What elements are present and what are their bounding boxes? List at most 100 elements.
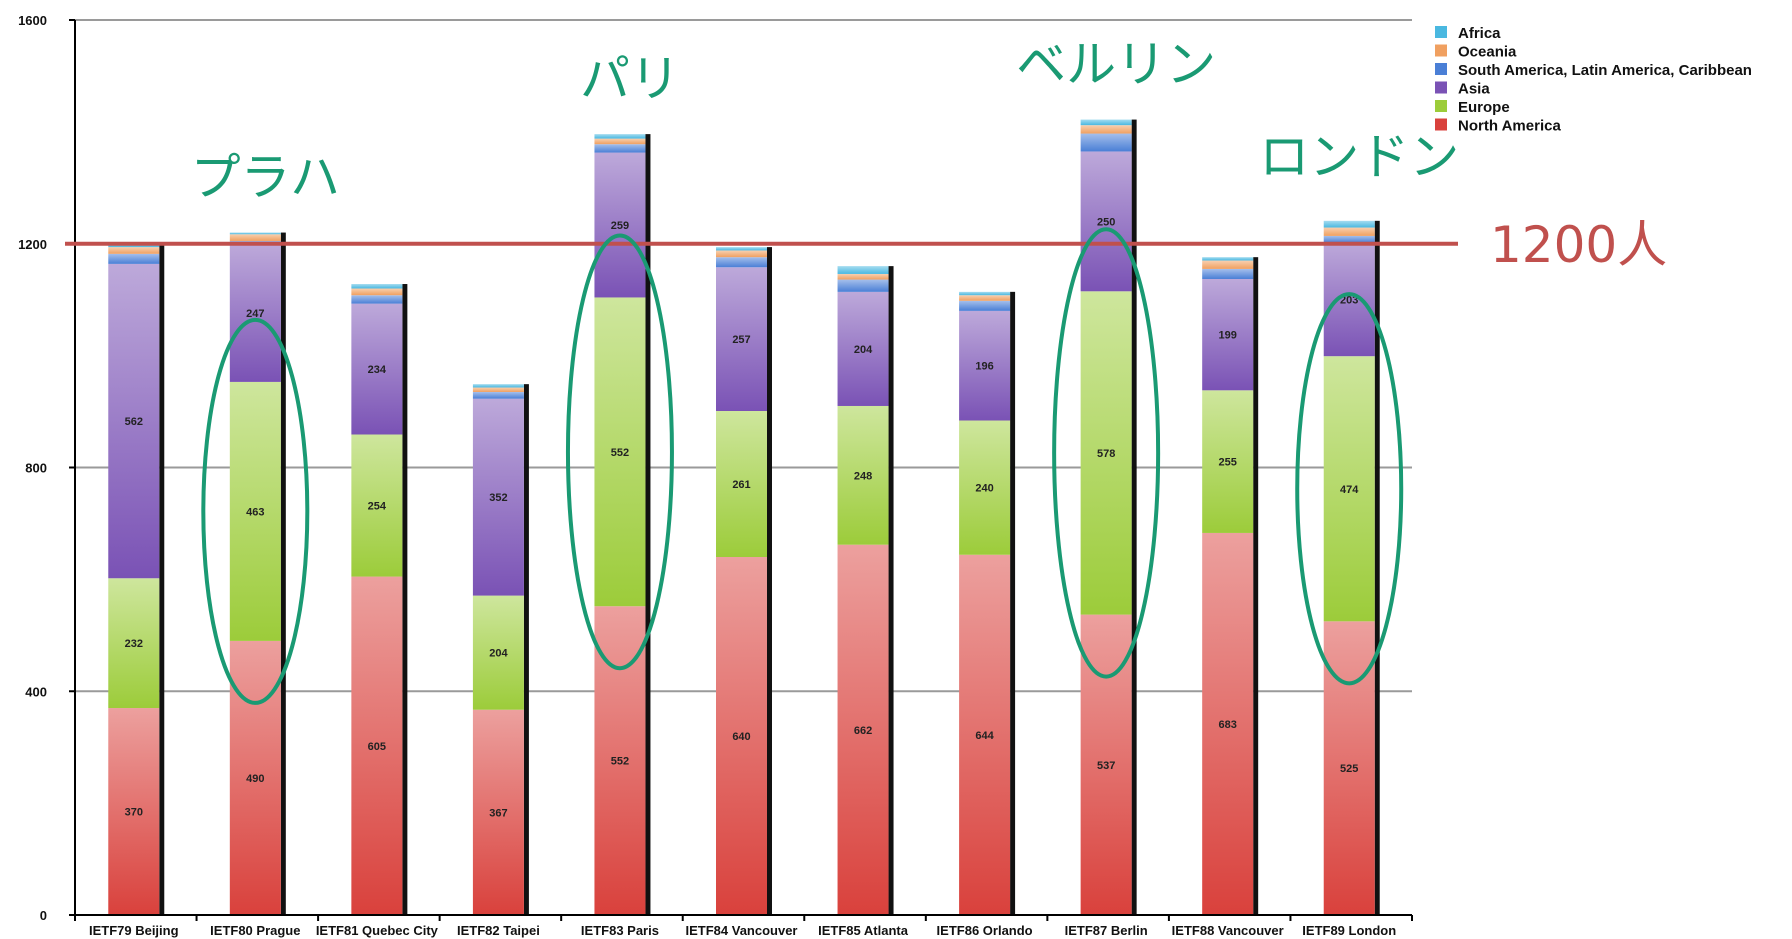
category-label: IETF84 Vancouver: [686, 923, 798, 938]
bar-segment[interactable]: [837, 273, 889, 280]
bar-segment[interactable]: [716, 411, 767, 557]
bar-segment[interactable]: [1080, 119, 1132, 126]
data-label: 578: [1097, 448, 1115, 460]
bar-segment[interactable]: [1323, 235, 1375, 243]
data-label: 247: [246, 308, 264, 320]
bar-segment[interactable]: [472, 709, 524, 915]
bar-segment[interactable]: [1202, 260, 1254, 269]
bar-segment[interactable]: [108, 708, 160, 915]
bar-segment[interactable]: [229, 640, 281, 915]
bar-segment[interactable]: [594, 138, 646, 145]
axes: 0 400 800 1200 1600 1200人: [18, 13, 1667, 923]
bar-segment[interactable]: [1323, 242, 1375, 357]
bar-segment[interactable]: [716, 257, 767, 268]
bar-shadow: [767, 247, 772, 915]
bar-segment[interactable]: [959, 300, 1011, 311]
bar-segment[interactable]: [837, 291, 889, 406]
bar-segment[interactable]: [837, 279, 889, 292]
data-label: 203: [1340, 294, 1358, 306]
data-label: 490: [246, 773, 264, 785]
bar-segment[interactable]: [837, 405, 889, 545]
bar-segment[interactable]: [472, 398, 524, 596]
bar-shadow: [159, 243, 165, 915]
legend-item[interactable]: South America, Latin America, Caribbean: [1458, 62, 1752, 79]
category-label: IETF89 London: [1302, 923, 1396, 938]
bar-segment[interactable]: [716, 267, 767, 412]
bar-segment[interactable]: [351, 284, 403, 289]
data-label: 552: [611, 756, 629, 768]
legend-item[interactable]: Asia: [1458, 81, 1490, 98]
highlight-ellipse: [565, 233, 674, 671]
bar-segment[interactable]: [594, 134, 646, 139]
bar-segment[interactable]: [1202, 278, 1254, 391]
category-label: IETF86 Orlando: [937, 923, 1033, 938]
data-label: 257: [732, 334, 750, 346]
bar-segment[interactable]: [351, 295, 403, 304]
annotation-label: ベルリン: [1016, 36, 1216, 94]
bar-segment[interactable]: [1080, 133, 1132, 152]
legend-swatch: [1435, 100, 1447, 112]
bar-segment[interactable]: [229, 232, 281, 235]
bar-segment[interactable]: [1080, 151, 1132, 292]
legend-item[interactable]: Oceania: [1458, 44, 1517, 61]
bar-segment[interactable]: [229, 234, 281, 241]
bar-segment[interactable]: [594, 297, 646, 607]
category-label: IETF82 Taipei: [457, 923, 540, 938]
bar-segment[interactable]: [837, 266, 889, 274]
bar-segment[interactable]: [108, 253, 160, 264]
bar-segment[interactable]: [1202, 268, 1254, 279]
bar-shadow: [402, 284, 408, 915]
bar-segment[interactable]: [351, 303, 403, 435]
bar-shadow: [1253, 257, 1259, 915]
bar-segment[interactable]: [959, 310, 1011, 421]
bar-segment[interactable]: [1080, 291, 1132, 615]
bar-segment[interactable]: [1202, 390, 1254, 533]
bar-segment[interactable]: [108, 263, 160, 579]
bar-segment[interactable]: [108, 578, 160, 709]
bar-segment[interactable]: [716, 557, 767, 915]
reference-line-label: 1200人: [1490, 216, 1667, 274]
bar-segment[interactable]: [594, 144, 646, 153]
bar-segment[interactable]: [1323, 227, 1375, 236]
legend-swatch: [1435, 118, 1447, 131]
bar-segment[interactable]: [1202, 257, 1254, 261]
bar-segment[interactable]: [1323, 356, 1375, 622]
bar-segment[interactable]: [1080, 125, 1132, 134]
annotation-label: プラハ: [191, 149, 341, 207]
data-label: 196: [975, 361, 993, 373]
bar-segment[interactable]: [959, 291, 1011, 296]
bars: [108, 119, 1380, 916]
bar-segment[interactable]: [959, 554, 1011, 915]
bar-segment[interactable]: [716, 250, 767, 258]
bar-segment[interactable]: [1202, 532, 1254, 915]
legend-swatch: [1435, 44, 1447, 57]
bar-segment[interactable]: [837, 544, 889, 915]
bar-segment[interactable]: [594, 152, 646, 298]
bar-segment[interactable]: [351, 288, 403, 296]
legend-item[interactable]: North America: [1458, 118, 1561, 135]
bar-segment[interactable]: [959, 295, 1011, 301]
bar-shadow: [888, 266, 894, 915]
bar-shadow: [523, 384, 529, 915]
bar-segment[interactable]: [472, 391, 524, 399]
bar-segment[interactable]: [108, 247, 160, 254]
bar-segment[interactable]: [1323, 220, 1375, 228]
annotation-label: ロンドン: [1259, 128, 1459, 186]
bar-segment[interactable]: [472, 387, 524, 392]
data-label: 552: [611, 447, 629, 459]
category-label: IETF79 Beijing: [89, 923, 179, 938]
bar-segment[interactable]: [351, 434, 403, 577]
bar-shadow: [280, 232, 286, 915]
legend-item[interactable]: Africa: [1458, 25, 1501, 42]
bar-segment[interactable]: [959, 420, 1011, 555]
bar-segment[interactable]: [229, 381, 281, 641]
legend-item[interactable]: Europe: [1458, 99, 1510, 116]
bar-segment[interactable]: [472, 595, 524, 710]
bar-segment[interactable]: [351, 576, 403, 915]
bar-segment[interactable]: [472, 384, 524, 388]
bar-segment[interactable]: [716, 247, 767, 251]
bar-segment[interactable]: [229, 243, 281, 382]
